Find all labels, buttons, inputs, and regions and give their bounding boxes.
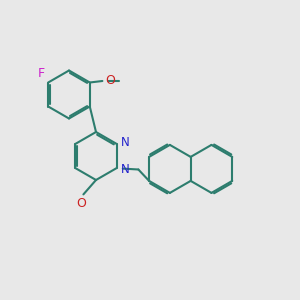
Text: O: O bbox=[76, 197, 86, 210]
Text: F: F bbox=[38, 67, 45, 80]
Text: N: N bbox=[120, 136, 129, 149]
Text: O: O bbox=[105, 74, 115, 87]
Text: N: N bbox=[120, 163, 129, 176]
